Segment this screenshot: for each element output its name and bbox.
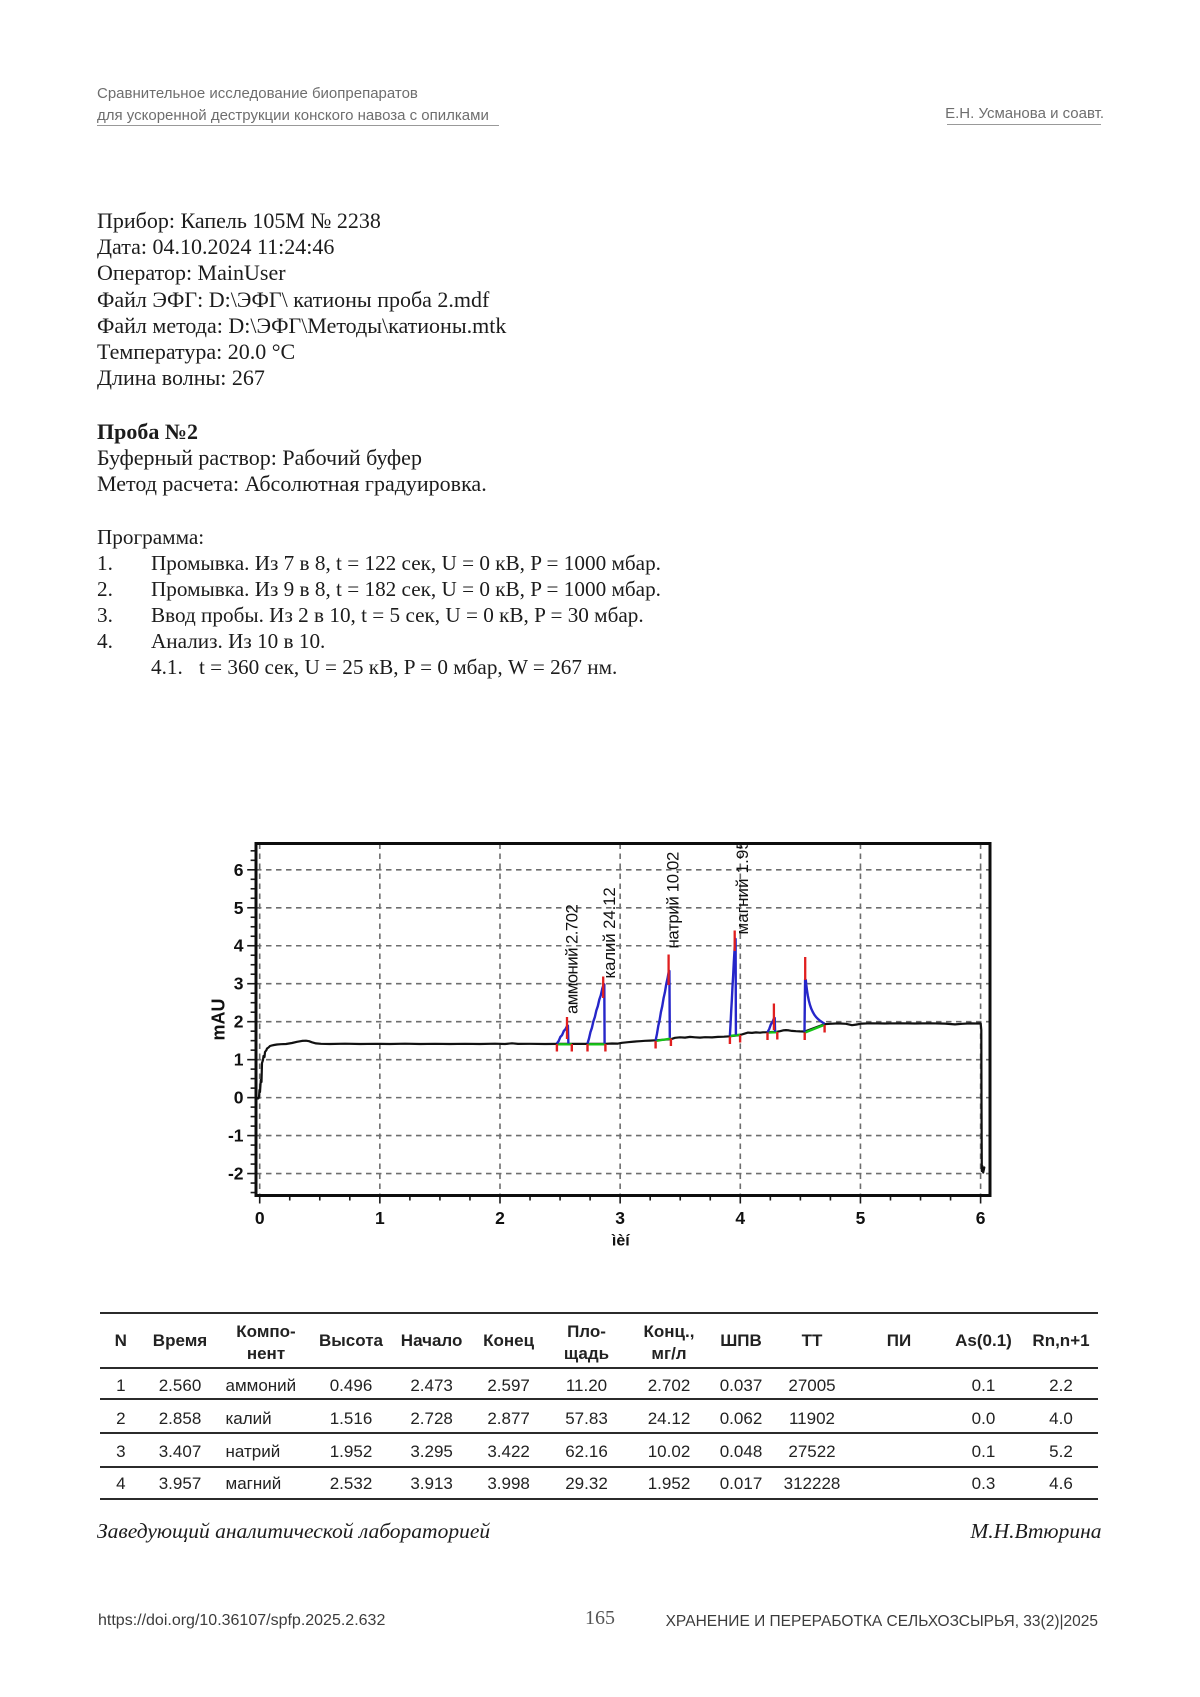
svg-text:2: 2 xyxy=(234,1012,244,1032)
svg-text:6: 6 xyxy=(234,860,244,880)
svg-text:3: 3 xyxy=(234,974,244,994)
svg-text:-1: -1 xyxy=(228,1126,244,1146)
svg-text:0: 0 xyxy=(255,1208,265,1228)
svg-text:аммоний 2.702: аммоний 2.702 xyxy=(563,905,582,1014)
svg-text:5: 5 xyxy=(856,1208,866,1228)
svg-text:6: 6 xyxy=(976,1208,986,1228)
svg-text:0: 0 xyxy=(234,1088,244,1108)
svg-text:3: 3 xyxy=(615,1208,625,1228)
svg-text:-2: -2 xyxy=(228,1164,244,1184)
svg-text:4: 4 xyxy=(234,936,244,956)
svg-text:магний 1.952: магний 1.952 xyxy=(733,830,752,934)
svg-text:1: 1 xyxy=(234,1050,244,1070)
svg-text:4: 4 xyxy=(735,1208,745,1228)
svg-text:ìèí: ìèí xyxy=(611,1233,630,1250)
svg-text:mAU: mAU xyxy=(209,998,229,1040)
svg-text:2: 2 xyxy=(495,1208,505,1228)
svg-text:1: 1 xyxy=(375,1208,385,1228)
svg-text:5: 5 xyxy=(234,898,244,918)
svg-text:калий 24.12: калий 24.12 xyxy=(600,887,619,978)
svg-text:натрий 10.02: натрий 10.02 xyxy=(664,852,683,948)
